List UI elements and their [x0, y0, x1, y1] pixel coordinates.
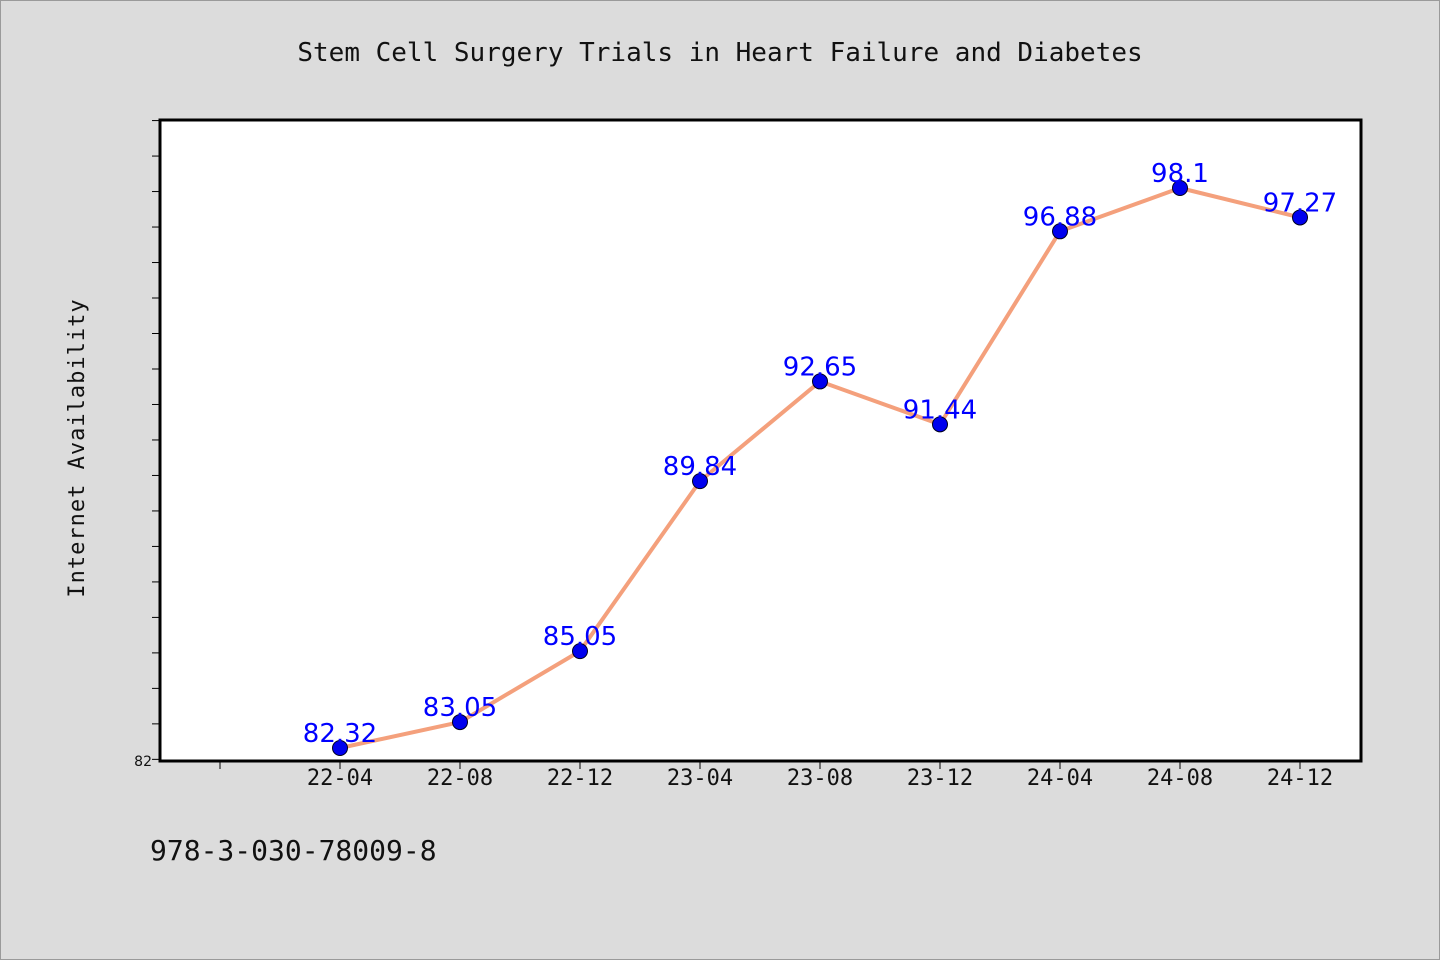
- x-tick-label: 23-08: [787, 766, 853, 791]
- x-tick-label: 23-12: [907, 766, 973, 791]
- data-label: 97.27: [1263, 188, 1337, 218]
- data-point: [1292, 209, 1308, 226]
- data-point: [1172, 180, 1188, 196]
- x-tick-label: 22-08: [427, 766, 493, 791]
- y-axis-label: Internet Availability: [65, 298, 90, 597]
- x-tick-label: 24-08: [1147, 766, 1213, 791]
- data-point: [452, 714, 468, 731]
- data-point: [1052, 223, 1068, 240]
- data-markers: [332, 180, 1308, 756]
- chart-title: Stem Cell Surgery Trials in Heart Failur…: [297, 38, 1142, 68]
- x-tick-label: 24-12: [1267, 766, 1333, 791]
- x-tick-label: 22-12: [547, 766, 613, 791]
- y-tick-label: 82: [134, 754, 152, 770]
- data-labels: 82.32 83.05 85.05 89.84 92.65 91.44 96.88 98.1 9…: [303, 159, 1337, 749]
- x-tick-label: 22-04: [307, 766, 373, 791]
- y-axis-ticks: 82: [134, 120, 160, 770]
- data-point: [332, 740, 348, 756]
- x-tick-label: 24-04: [1027, 766, 1093, 791]
- isbn-footer: 978-3-030-78009-8: [150, 834, 437, 867]
- plot-area: [158, 118, 1363, 763]
- data-label: 82.32: [303, 719, 377, 749]
- x-tick-label: 23-04: [667, 766, 733, 791]
- data-label: 89.84: [663, 452, 737, 482]
- data-point: [812, 373, 828, 390]
- x-axis-ticks: 22-04 22-08 22-12 23-04 23-08 23-12 24-04 24-08…: [219, 761, 1333, 791]
- data-label: 85.05: [543, 622, 617, 652]
- data-point: [572, 643, 588, 660]
- data-label: 91.44: [903, 395, 977, 425]
- data-label: 92.65: [783, 352, 857, 382]
- data-label: 96.88: [1023, 202, 1097, 232]
- data-point: [692, 473, 708, 490]
- data-label: 98.1: [1151, 159, 1209, 189]
- data-label: 83.05: [423, 693, 497, 723]
- data-point: [932, 416, 948, 433]
